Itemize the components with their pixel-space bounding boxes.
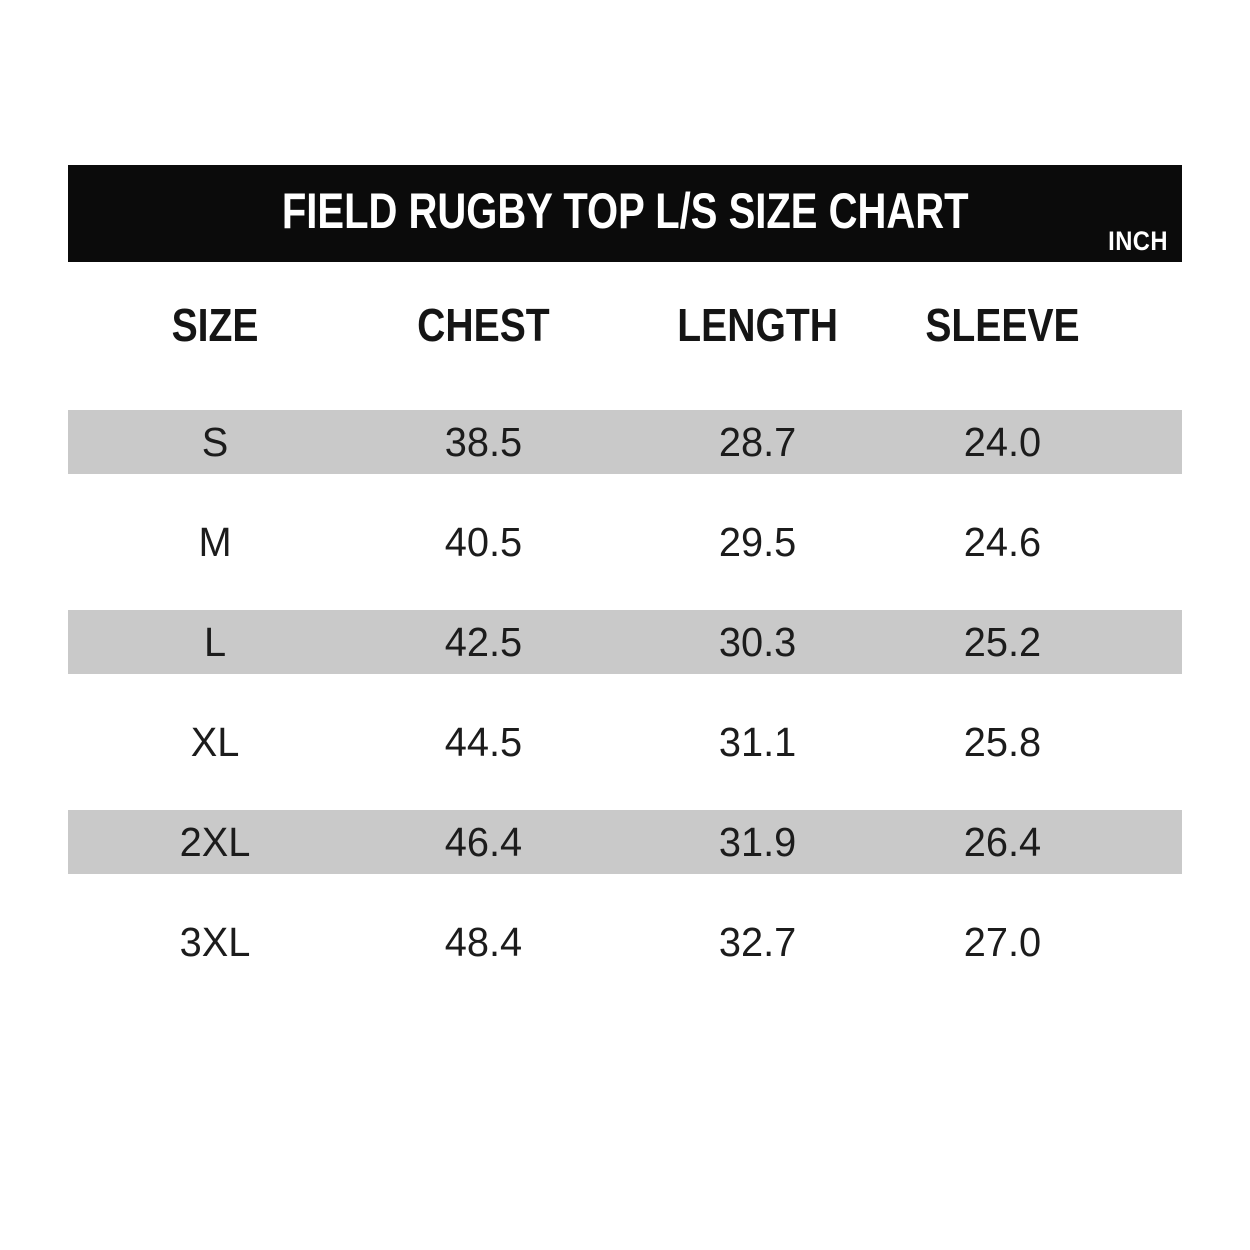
sleeve-cell: 24.6 [963,518,1042,565]
chest-cell: 38.5 [444,418,523,465]
table-row-m: M 40.5 29.5 24.6 [68,510,1182,574]
length-cell: 30.3 [718,618,797,665]
sleeve-cell: 27.0 [963,918,1042,965]
size-cell: L [203,618,227,665]
sleeve-cell: 25.8 [963,718,1042,765]
size-cell: M [198,518,232,565]
sleeve-cell: 25.2 [963,618,1042,665]
size-cell: 2XL [179,818,251,865]
chest-cell: 46.4 [444,818,523,865]
table-row-xl: XL 44.5 31.1 25.8 [68,710,1182,774]
page-title: FIELD RUGBY TOP L/S SIZE CHART [281,182,969,239]
chest-cell: 44.5 [444,718,523,765]
size-cell: 3XL [179,918,251,965]
length-cell: 31.1 [718,718,797,765]
table-row-2xl: 2XL 46.4 31.9 26.4 [68,810,1182,874]
chest-cell: 40.5 [444,518,523,565]
column-header-row: SIZE CHEST LENGTH SLEEVE [68,296,1182,354]
unit-label: INCH [1108,226,1168,256]
chest-cell: 48.4 [444,918,523,965]
size-cell: XL [190,718,240,765]
table-row-l: L 42.5 30.3 25.2 [68,610,1182,674]
sleeve-cell: 26.4 [963,818,1042,865]
title-bar: FIELD RUGBY TOP L/S SIZE CHART INCH [68,165,1182,262]
length-cell: 32.7 [718,918,797,965]
size-cell: S [201,418,229,465]
chest-cell: 42.5 [444,618,523,665]
column-header-sleeve: SLEEVE [925,299,1080,351]
column-header-chest: CHEST [417,299,550,351]
column-header-length: LENGTH [677,299,838,351]
table-row-s: S 38.5 28.7 24.0 [68,410,1182,474]
length-cell: 28.7 [718,418,797,465]
length-cell: 29.5 [718,518,797,565]
length-cell: 31.9 [718,818,797,865]
table-row-3xl: 3XL 48.4 32.7 27.0 [68,910,1182,974]
size-table: SIZE CHEST LENGTH SLEEVE S 38.5 28.7 24.… [68,296,1182,1010]
column-header-size: SIZE [171,299,259,351]
sleeve-cell: 24.0 [963,418,1042,465]
